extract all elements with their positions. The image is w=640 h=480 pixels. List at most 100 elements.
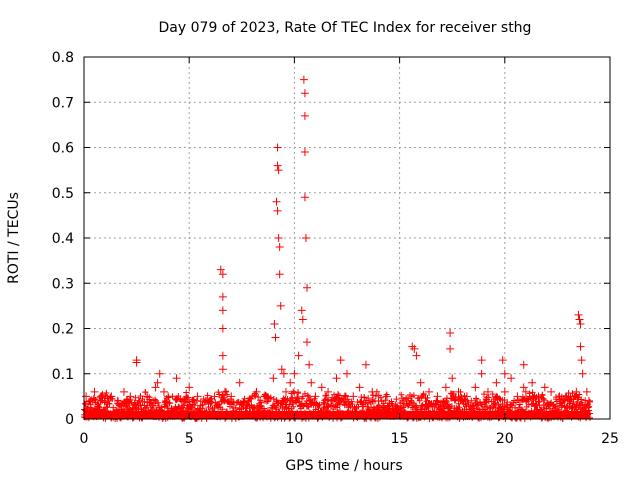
data-point	[275, 270, 284, 279]
band-point	[525, 401, 532, 408]
y-tick-label: 0.5	[52, 186, 74, 202]
data-point	[361, 360, 370, 369]
y-tick-label: 0.6	[52, 141, 74, 157]
data-point	[521, 387, 530, 396]
data-point	[193, 392, 202, 401]
band-point	[257, 403, 264, 410]
data-point	[300, 111, 309, 120]
x-tick-label: 25	[601, 431, 619, 447]
data-point	[216, 265, 225, 274]
band-point	[349, 401, 356, 408]
data-point	[126, 392, 135, 401]
x-axis-title: GPS time / hours	[285, 458, 402, 474]
band-point	[252, 393, 259, 400]
data-point	[273, 143, 282, 152]
data-point	[446, 344, 455, 353]
y-tick-label: 0.1	[52, 367, 74, 383]
data-point	[483, 387, 492, 396]
y-tick-label: 0.7	[52, 95, 74, 111]
band-point	[452, 396, 459, 403]
x-tick-label: 0	[80, 431, 89, 447]
data-point	[220, 387, 229, 396]
ticks-layer: 0 5 10 15 20 25 0 0.1 0.2 0.3 0.4 0.5 0.6 0.7 0.8	[52, 50, 619, 447]
data-point	[218, 351, 227, 360]
band-point	[284, 397, 291, 404]
data-point	[519, 360, 528, 369]
band-point	[348, 398, 355, 405]
data-point	[300, 148, 309, 157]
data-point	[492, 378, 501, 387]
data-point	[297, 306, 306, 315]
data-point	[273, 161, 282, 170]
baseline-band	[84, 410, 591, 419]
data-point	[82, 392, 91, 401]
band-point	[204, 392, 211, 399]
y-axis-title: ROTI / TECUs	[6, 192, 22, 284]
data-point	[577, 356, 586, 365]
band-point	[316, 401, 323, 408]
data-point	[500, 387, 509, 396]
data-point	[300, 193, 309, 202]
band-point	[420, 390, 427, 397]
band-point	[335, 392, 342, 399]
data-point	[286, 378, 295, 387]
plot-frame	[83, 56, 611, 420]
band-point	[585, 404, 592, 411]
y-tick-label: 0.3	[52, 276, 74, 292]
data-point	[244, 396, 253, 405]
y-tick-label: 0.2	[52, 322, 74, 338]
x-tick-label: 5	[185, 431, 194, 447]
data-point	[113, 396, 122, 405]
band-point	[539, 392, 546, 399]
data-point	[446, 329, 455, 338]
band-point	[342, 392, 349, 399]
band-point	[322, 392, 329, 399]
band-point	[344, 396, 351, 403]
data-point	[349, 392, 358, 401]
band-point	[482, 399, 489, 406]
band-point	[152, 396, 159, 403]
band-point	[410, 392, 417, 399]
band-point	[456, 404, 463, 411]
data-point	[336, 356, 345, 365]
chart-title: Day 079 of 2023, Rate Of TEC Index for r…	[159, 20, 532, 36]
band-point	[255, 394, 262, 401]
data-point	[324, 387, 333, 396]
band-point	[536, 398, 543, 405]
band-point	[190, 397, 197, 404]
band-point	[540, 401, 547, 408]
data-point	[172, 374, 181, 383]
band-point	[547, 400, 554, 407]
band-point	[288, 395, 295, 402]
data-point	[276, 301, 285, 310]
data-point	[274, 166, 283, 175]
data-point	[408, 342, 417, 351]
data-point	[513, 392, 522, 401]
band-point	[289, 394, 296, 401]
band-point	[468, 397, 475, 404]
dense-band-layer	[81, 388, 594, 422]
band-point	[473, 395, 480, 402]
data-point	[271, 333, 280, 342]
data-point	[269, 374, 278, 383]
band-point	[223, 388, 230, 395]
data-point	[155, 369, 164, 378]
band-point	[425, 404, 432, 411]
data-point	[185, 383, 194, 392]
data-point	[412, 351, 421, 360]
data-point	[301, 234, 310, 242]
data-point	[107, 392, 116, 401]
data-point	[86, 396, 95, 405]
x-tick-label: 15	[391, 431, 409, 447]
band-point	[286, 401, 293, 408]
data-point	[441, 383, 450, 392]
data-point	[303, 283, 312, 292]
data-point	[273, 206, 282, 215]
data-point	[235, 378, 244, 387]
data-point	[425, 387, 434, 396]
band-point	[569, 390, 576, 397]
band-point	[587, 398, 594, 405]
band-point	[142, 389, 149, 396]
band-point	[370, 392, 377, 399]
data-point	[227, 392, 236, 401]
